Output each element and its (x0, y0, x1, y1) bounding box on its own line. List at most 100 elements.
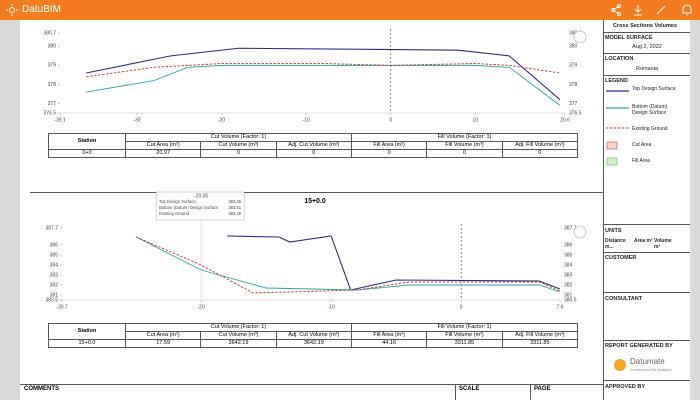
y-tick-label-right: 386 (564, 242, 573, 248)
divider (603, 53, 690, 54)
y-tick-label: 380.7 (43, 30, 56, 36)
y-tick-label: 376.5 (43, 110, 56, 116)
legend-swatch (606, 141, 618, 150)
x-tick-label: -30.7 (56, 304, 68, 310)
divider (603, 252, 690, 253)
surface-line (86, 63, 560, 78)
table-cell: 3642.19 (200, 339, 277, 348)
logo-circle (614, 359, 626, 371)
logo-icon (6, 4, 18, 16)
y-tick-label-right: 383 (564, 272, 573, 278)
divider (603, 20, 604, 400)
y-tick-label-right: 387.7 (564, 225, 577, 231)
y-tick-label: 387.7 (45, 225, 58, 231)
volume-table: Station Cut Volume (Factor: 1) Fill Volume… (48, 323, 579, 348)
x-tick-label: 10 (473, 117, 479, 123)
y-tick-label: 384 (50, 262, 59, 268)
table-header: Fill Volume (Factor: 1) (350, 323, 579, 332)
x-tick-label: -30 (133, 117, 140, 123)
app-bar: DatuBIM (0, 0, 700, 20)
station-title: 15+0.0 (304, 198, 326, 205)
table-cell: 3642.19 (275, 339, 352, 348)
divider (530, 384, 531, 400)
table-header: Adj. Cut Volume (m³) (275, 331, 352, 340)
y-tick-label-right: 378 (569, 82, 578, 88)
table-cell: 44.16 (350, 339, 428, 348)
tooltip-value: 383.65 (228, 199, 241, 204)
reset-zoom-button[interactable] (573, 30, 587, 44)
divider (603, 32, 690, 33)
x-tick-label: -20 (218, 117, 225, 123)
approved-by-label: APPROVED BY (605, 384, 646, 390)
vendor-logo-icon (614, 359, 626, 371)
table-cell: 3311.85 (426, 339, 503, 348)
tooltip-value: 383.49 (228, 211, 241, 216)
y-tick-label: 383 (50, 272, 59, 278)
y-tick-label: 379 (48, 63, 57, 69)
table-header: Fill Volume (m³) (426, 331, 503, 340)
reset-zoom-button[interactable] (573, 225, 587, 239)
x-tick-label: 7.6 (557, 304, 564, 310)
y-tick-label-right: 381 (564, 292, 573, 298)
x-tick-label: 0 (460, 304, 463, 310)
surface-line (86, 64, 561, 106)
y-tick-label-right: 382 (564, 282, 573, 288)
table-header: Adj. Fill Volume (m³) (501, 331, 579, 340)
toolbar (611, 4, 692, 16)
legend-item: Existing Ground (632, 126, 668, 132)
legend-item: Bottom (Datum) Design Surface (632, 104, 668, 116)
vendor-logo: Datumate (630, 357, 665, 366)
location: Romania (635, 66, 658, 72)
unit: Distance m... (605, 238, 626, 250)
edit-button[interactable] (656, 5, 666, 15)
table-group-row: Station Cut Volume (Factor: 1) Fill Volume… (48, 323, 579, 340)
table-header: Fill Area (m²) (350, 331, 428, 340)
divider (603, 292, 690, 293)
table-cell: 15+0.0 (48, 339, 126, 348)
table-cell: 3311.85 (501, 339, 579, 348)
notifications-button[interactable] (682, 4, 692, 16)
table-cell: 17.59 (124, 339, 202, 348)
legend-item: Top Design Surface (632, 86, 676, 92)
generated-by-label: REPORT GENERATED BY (605, 343, 673, 349)
app-name: DatuBIM (22, 4, 61, 15)
customer-label: CUSTOMER (605, 255, 637, 261)
y-tick-label-right: 377 (569, 101, 578, 107)
table-header: Station (48, 323, 126, 340)
tooltip-value: 383.51 (228, 205, 241, 210)
y-tick-label-right: 380.5 (564, 297, 577, 303)
table-header: Cut Volume (Factor: 1) (125, 323, 352, 332)
model-label: MODEL SURFACE (605, 35, 653, 41)
y-tick-label: 380 (48, 44, 57, 50)
legend-label: LEGEND (605, 78, 628, 84)
y-tick-label-right: 376.5 (569, 110, 582, 116)
divider (603, 380, 690, 381)
legend-symbols (606, 90, 629, 166)
units-label: UNITS (605, 228, 622, 234)
x-tick-label: -10 (328, 304, 335, 310)
y-tick-label: 386 (50, 242, 59, 248)
tooltip-title: -20.05 (194, 193, 208, 199)
comments-label: COMMENTS (24, 386, 59, 392)
legend-item: Cut Area (632, 142, 652, 148)
page-label: PAGE (534, 386, 551, 392)
divider (455, 384, 456, 400)
divider (20, 384, 603, 385)
unit: Area m² (634, 238, 653, 244)
tooltip-name: Top Design Surface (159, 199, 196, 204)
tooltip-box (155, 191, 245, 221)
x-tick-label: -20 (198, 304, 205, 310)
table-cell: 0 (501, 149, 579, 158)
y-tick-label: 377 (48, 101, 57, 107)
divider (603, 75, 690, 76)
download-button[interactable] (634, 5, 642, 16)
share-button[interactable] (611, 4, 621, 16)
location-label: LOCATION (605, 56, 634, 62)
model-date: Aug 2, 2022 (632, 44, 662, 50)
x-tick-label: 20.6 (560, 117, 570, 123)
scale-label: SCALE (459, 386, 480, 392)
table-header: Cut Area (m²) (124, 331, 202, 340)
surface-line (86, 47, 561, 101)
